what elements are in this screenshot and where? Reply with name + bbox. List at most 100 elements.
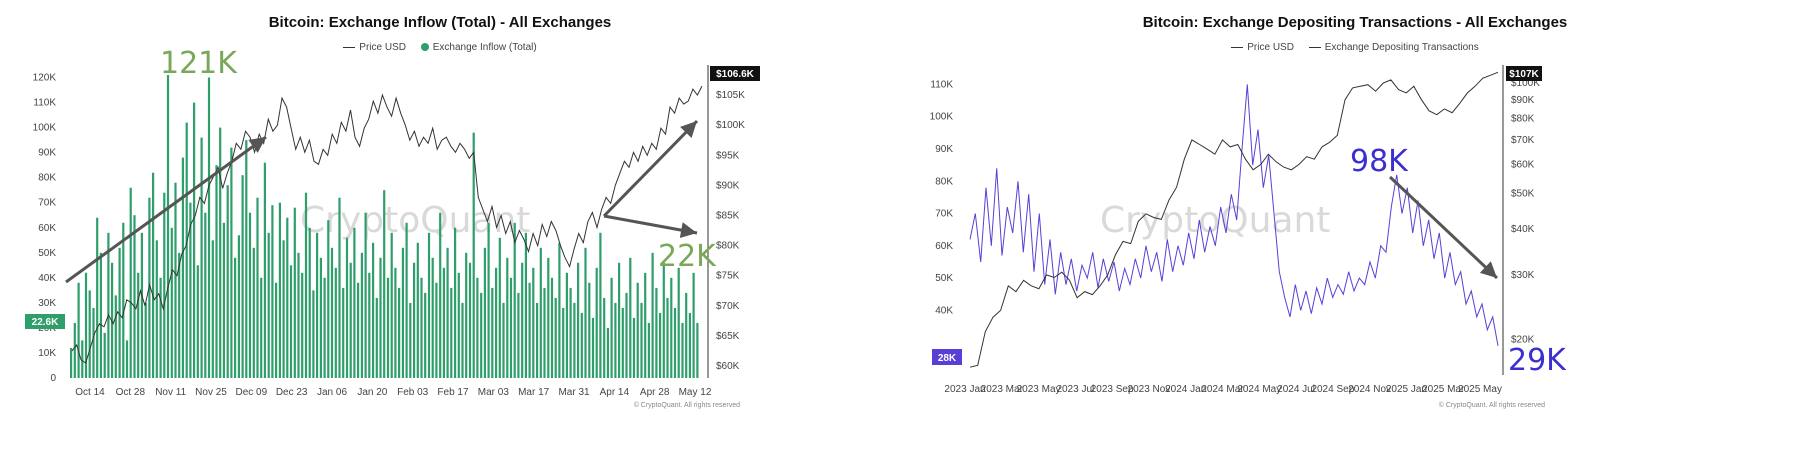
inflow-bar <box>528 282 531 378</box>
inflow-bar <box>193 102 196 378</box>
inflow-bar <box>140 232 143 378</box>
x-tick-label: Apr 28 <box>640 387 670 398</box>
inflow-bar <box>327 220 330 378</box>
inflow-bar <box>472 132 475 378</box>
inflow-bar <box>390 232 393 378</box>
inflow-bar <box>125 340 129 378</box>
inflow-bar <box>81 340 84 378</box>
x-tick-label: 2024 Mar <box>1201 384 1244 395</box>
inflow-bar <box>271 205 274 378</box>
inflow-bar <box>509 277 513 378</box>
inflow-bar <box>405 222 408 378</box>
deposits-line <box>969 84 1499 346</box>
inflow-bar <box>241 175 244 378</box>
trend-arrow-line <box>1388 175 1499 280</box>
inflow-bar <box>666 297 669 378</box>
y-right-tick-label: $100K <box>716 120 745 131</box>
copyright-footer: © CryptoQuant. All rights reserved <box>1439 401 1545 409</box>
chart-title: Bitcoin: Exchange Depositing Transaction… <box>1142 14 1568 31</box>
y-left-tick-label: 110K <box>930 79 953 90</box>
legend-item-price[interactable]: Price USD <box>343 42 406 53</box>
inflow-bar <box>409 302 412 378</box>
inflow-bar <box>629 257 632 378</box>
inflow-bar <box>584 247 587 378</box>
inflow-bar <box>330 247 334 378</box>
y-right-tick-label: $70K <box>1511 135 1535 146</box>
inflow-bar <box>252 247 255 378</box>
x-tick-label: Feb 03 <box>397 387 429 398</box>
inflow-bar <box>230 147 233 378</box>
y-right-tick-label: $95K <box>716 150 740 161</box>
latest-annotation: 29K <box>1508 343 1567 378</box>
inflow-bar <box>357 282 360 378</box>
y-left-tick-label: 70K <box>38 198 56 209</box>
inflow-bar <box>178 252 181 378</box>
inflow-bar <box>319 257 322 378</box>
inflow-bar <box>245 140 248 378</box>
latest-value-badge-label: 22.6K <box>32 317 59 328</box>
inflow-bar <box>92 307 95 378</box>
legend-label: Exchange Inflow (Total) <box>432 42 537 53</box>
inflow-bar <box>457 272 460 378</box>
inflow-bar <box>364 212 367 378</box>
inflow-bar <box>580 312 583 378</box>
x-tick-label: Jan 20 <box>357 387 387 398</box>
y-left-tick-label: 80K <box>38 173 56 184</box>
y-left-tick-label: 120K <box>33 73 57 84</box>
y-left-tick-label: 60K <box>935 241 953 252</box>
inflow-bar <box>137 272 140 378</box>
inflow-bar <box>539 247 542 378</box>
inflow-bar <box>159 277 162 378</box>
inflow-bar <box>301 272 304 378</box>
line-swatch-icon <box>1231 46 1244 48</box>
x-tick-label: Nov 25 <box>195 387 227 398</box>
y-left-tick-label: 90K <box>38 148 56 159</box>
legend-label: Price USD <box>1247 42 1294 53</box>
y-right-tick-label: $75K <box>716 271 740 282</box>
inflow-bar <box>655 287 658 378</box>
x-tick-label: 2023 Jan <box>944 384 985 395</box>
legend-item-price[interactable]: Price USD <box>1231 42 1294 53</box>
inflow-bar <box>673 307 677 378</box>
inflow-bar <box>375 297 378 378</box>
inflow-bar <box>383 190 386 378</box>
trend-arrow-line <box>65 135 267 284</box>
inflow-bar <box>163 192 166 378</box>
inflow-bar <box>360 252 363 378</box>
inflow-bar <box>547 257 550 378</box>
y-right-tick-label: $85K <box>716 210 740 221</box>
y-left-tick-label: 30K <box>38 298 56 309</box>
inflow-bar <box>84 272 88 378</box>
inflow-bar <box>286 217 289 378</box>
price-badge-label: $107K <box>1509 69 1539 80</box>
inflow-chart-svg: CryptoQuant010K20K30K40K50K60K70K80K90K1… <box>25 46 760 409</box>
legend-item-deposits[interactable]: Exchange Depositing Transactions <box>1308 42 1479 53</box>
inflow-bar <box>413 262 416 378</box>
inflow-bar <box>282 240 285 378</box>
legend-item-inflow[interactable]: Exchange Inflow (Total) <box>420 42 537 53</box>
inflow-bar <box>248 212 252 378</box>
inflow-bar <box>170 227 173 378</box>
latest-value-badge-label: 28K <box>938 353 957 364</box>
y-right-tick-label: $40K <box>1511 224 1535 235</box>
inflow-bar <box>289 265 293 378</box>
inflow-bar <box>215 165 218 378</box>
inflow-bar <box>517 292 520 378</box>
inflow-bar <box>565 272 568 378</box>
y-left-tick-label: 110K <box>33 98 56 109</box>
inflow-bar <box>427 232 431 378</box>
y-left-tick-label: 50K <box>935 273 953 284</box>
inflow-bar <box>316 232 319 378</box>
inflow-bar <box>662 262 665 378</box>
y-left-tick-label: 40K <box>935 305 953 316</box>
x-tick-label: 2024 May <box>1237 384 1281 395</box>
inflow-bar <box>297 252 300 378</box>
inflow-bar <box>189 202 192 378</box>
inflow-bar <box>342 287 345 378</box>
inflow-bar <box>435 282 438 378</box>
inflow-bar <box>323 277 326 378</box>
inflow-bar <box>416 242 419 378</box>
x-tick-label: May 12 <box>679 387 712 398</box>
trend-arrow-head-icon <box>248 137 266 153</box>
inflow-bar <box>368 272 371 378</box>
